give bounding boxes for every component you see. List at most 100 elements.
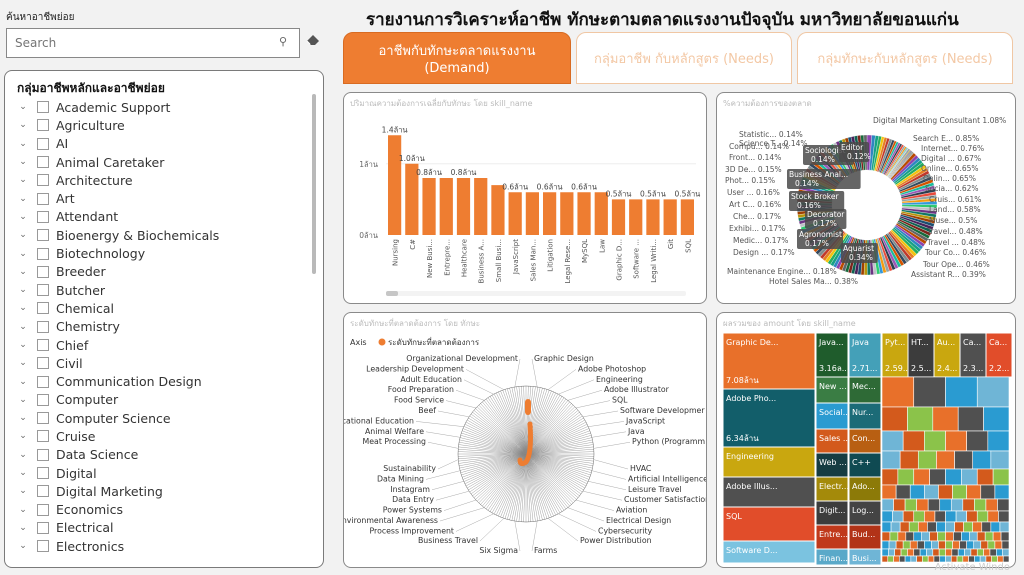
slicer-checkbox[interactable] [37, 101, 49, 114]
chevron-down-icon[interactable]: ⌄ [19, 340, 27, 350]
slicer-list: ⌄ Academic Support ⌄ Agriculture ⌄ AI ⌄ Animal … [17, 98, 307, 555]
slicer-item[interactable]: ⌄ Breeder [17, 263, 307, 281]
slicer-item[interactable]: ⌄ Civil [17, 354, 307, 372]
slicer-checkbox[interactable] [37, 210, 49, 223]
tile-value: 2.5... [911, 364, 931, 373]
chevron-down-icon[interactable]: ⌄ [19, 504, 27, 515]
chevron-down-icon[interactable]: ⌄ [19, 522, 27, 533]
slicer-checkbox[interactable] [37, 137, 49, 150]
slicer-item[interactable]: ⌄ Butcher [17, 281, 307, 299]
slicer-checkbox[interactable] [37, 412, 49, 425]
chevron-down-icon[interactable]: ⌄ [19, 248, 27, 259]
slicer-checkbox[interactable] [37, 265, 49, 278]
slicer-checkbox[interactable] [37, 503, 49, 516]
slicer-item[interactable]: ⌄ Computer Science [17, 409, 307, 427]
slicer-item[interactable]: ⌄ AI [17, 135, 307, 153]
treemap-tile [972, 521, 983, 533]
chevron-down-icon[interactable]: ⌄ [19, 175, 27, 186]
slicer-item[interactable]: ⌄ Digital [17, 464, 307, 482]
slicer-checkbox[interactable] [37, 375, 49, 388]
slicer-item[interactable]: ⌄ Data Science [17, 446, 307, 464]
tab-skill-needs[interactable]: กลุ่มทักษะกับหลักสูตร (Needs) [797, 32, 1013, 84]
chevron-down-icon[interactable]: ⌄ [19, 120, 27, 131]
donut-data-label: Front... 0.14% [729, 153, 781, 162]
slicer-checkbox[interactable] [37, 320, 49, 333]
slicer-checkbox[interactable] [37, 393, 49, 406]
slicer-scrollbar[interactable] [312, 94, 316, 274]
chevron-down-icon[interactable]: ⌄ [19, 211, 27, 222]
chevron-down-icon[interactable]: ⌄ [19, 486, 27, 497]
radial-spoke [525, 453, 587, 487]
radial-spoke [525, 410, 579, 455]
slicer-item[interactable]: ⌄ Chemistry [17, 318, 307, 336]
slicer-item[interactable]: ⌄ Art [17, 189, 307, 207]
chevron-down-icon[interactable]: ⌄ [19, 376, 27, 387]
slicer-item[interactable]: ⌄ Computer [17, 391, 307, 409]
slicer-checkbox[interactable] [37, 485, 49, 498]
chevron-down-icon[interactable]: ⌄ [19, 358, 27, 369]
chevron-down-icon[interactable]: ⌄ [19, 394, 27, 405]
slicer-checkbox[interactable] [37, 247, 49, 260]
slicer-checkbox[interactable] [37, 229, 49, 242]
eraser-icon[interactable] [306, 34, 322, 48]
chevron-down-icon[interactable]: ⌄ [19, 541, 27, 552]
slicer-checkbox[interactable] [37, 192, 49, 205]
slicer-checkbox[interactable] [37, 430, 49, 443]
slicer-checkbox[interactable] [37, 156, 49, 169]
chevron-down-icon[interactable]: ⌄ [19, 102, 27, 113]
radial-spoke [525, 453, 556, 516]
slicer-item[interactable]: ⌄ Chemical [17, 299, 307, 317]
slicer-item[interactable]: ⌄ Communication Design [17, 372, 307, 390]
chevron-down-icon[interactable]: ⌄ [19, 468, 27, 479]
treemap-tile [881, 376, 915, 408]
slicer-checkbox[interactable] [37, 357, 49, 370]
radial-spoke [478, 404, 527, 455]
slicer-item-label: Bioenergy & Biochemicals [56, 227, 220, 243]
slicer-item[interactable]: ⌄ Academic Support [17, 98, 307, 116]
slicer-checkbox[interactable] [37, 284, 49, 297]
slicer-checkbox[interactable] [37, 448, 49, 461]
chevron-down-icon[interactable]: ⌄ [19, 285, 27, 296]
tile-label: Electr... [819, 482, 849, 491]
chevron-down-icon[interactable]: ⌄ [19, 138, 27, 149]
search-icon[interactable]: ⚲ [278, 35, 288, 48]
search-input[interactable] [15, 36, 275, 50]
slicer-item[interactable]: ⌄ Digital Marketing [17, 482, 307, 500]
chevron-down-icon[interactable]: ⌄ [19, 193, 27, 204]
chevron-down-icon[interactable]: ⌄ [19, 431, 27, 442]
slicer-checkbox[interactable] [37, 339, 49, 351]
slicer-checkbox[interactable] [37, 302, 49, 315]
callout-value: 0.12% [847, 152, 871, 161]
slicer-checkbox[interactable] [37, 174, 49, 187]
chevron-down-icon[interactable]: ⌄ [19, 321, 27, 332]
slicer-item[interactable]: ⌄ Bioenergy & Biochemicals [17, 226, 307, 244]
slicer-item[interactable]: ⌄ Animal Caretaker [17, 153, 307, 171]
slicer-checkbox[interactable] [37, 521, 49, 534]
chevron-down-icon[interactable]: ⌄ [19, 413, 27, 424]
slicer-item[interactable]: ⌄ Attendant [17, 208, 307, 226]
slicer-item[interactable]: ⌄ Chief [17, 336, 307, 354]
slicer-item[interactable]: ⌄ Architecture [17, 171, 307, 189]
chevron-down-icon[interactable]: ⌄ [19, 266, 27, 277]
slicer-item[interactable]: ⌄ Biotechnology [17, 244, 307, 262]
slicer-checkbox[interactable] [37, 540, 49, 553]
slicer-checkbox[interactable] [37, 467, 49, 480]
donut-data-label: Search E... 0.85% [913, 134, 979, 143]
slicer-item[interactable]: ⌄ Economics [17, 501, 307, 519]
radial-spoke [464, 424, 527, 455]
chevron-down-icon[interactable]: ⌄ [19, 449, 27, 460]
slicer-checkbox[interactable] [37, 119, 49, 132]
chevron-down-icon[interactable]: ⌄ [19, 303, 27, 314]
slicer-item[interactable]: ⌄ Electrical [17, 519, 307, 537]
tab-demand[interactable]: อาชีพกับทักษะตลาดแรงงาน (Demand) [343, 32, 571, 84]
treemap-tile [908, 521, 919, 533]
radial-spoke [507, 388, 527, 455]
slicer-item[interactable]: ⌄ Agriculture [17, 116, 307, 134]
slicer-item[interactable]: ⌄ Electronics [17, 537, 307, 555]
tab-occupation-needs[interactable]: กลุ่มอาชีพ กับหลักสูตร (Needs) [576, 32, 792, 84]
search-box[interactable]: ⚲ [6, 28, 300, 58]
chevron-down-icon[interactable]: ⌄ [19, 230, 27, 241]
slicer-item[interactable]: ⌄ Cruise [17, 427, 307, 445]
chevron-down-icon[interactable]: ⌄ [19, 157, 27, 168]
leader-line [425, 470, 461, 480]
